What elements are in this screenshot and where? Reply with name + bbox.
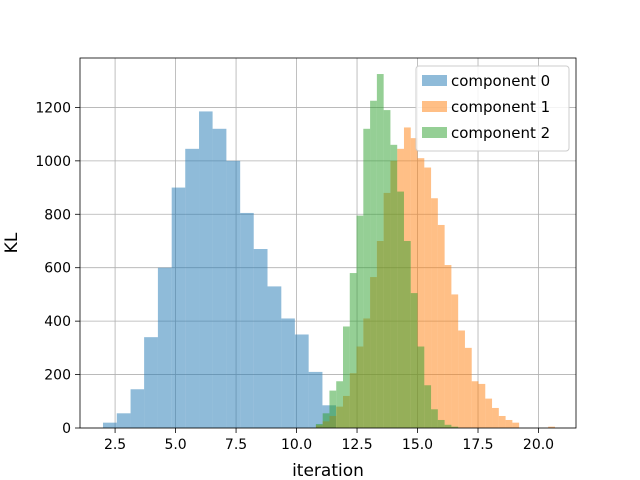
x-tick-label: 5.0: [164, 437, 186, 453]
x-tick-label: 17.5: [462, 437, 493, 453]
legend-swatch: [422, 101, 447, 112]
histogram-bar: [212, 128, 227, 428]
histogram-bar: [185, 148, 200, 428]
histogram-bar: [437, 419, 445, 428]
histogram-bar: [349, 273, 357, 428]
legend-swatch: [422, 75, 447, 86]
histogram-bar: [410, 293, 418, 428]
x-axis-title: iteration: [292, 461, 364, 480]
legend-label: component 0: [451, 72, 550, 90]
histogram-bar: [458, 330, 465, 428]
series-2-bars: [315, 74, 459, 429]
legend-label: component 2: [451, 124, 550, 142]
y-axis-title: KL: [2, 232, 22, 253]
histogram-bar: [390, 144, 398, 428]
histogram-bar: [157, 267, 172, 428]
histogram-bar: [492, 407, 499, 428]
histogram-bar: [471, 381, 479, 428]
x-tick-label: 20.0: [523, 437, 554, 453]
histogram-bar: [376, 74, 384, 429]
histogram-bar: [144, 337, 158, 428]
histogram-bar: [322, 413, 330, 428]
histogram-bar: [383, 110, 391, 428]
x-tick-label: 15.0: [402, 437, 433, 453]
histogram-bar: [431, 409, 438, 428]
histogram-bar: [403, 240, 411, 428]
histogram-bar: [363, 128, 371, 428]
histogram-bar: [548, 426, 555, 428]
histogram-bar: [424, 167, 432, 428]
histogram-bar: [343, 326, 350, 428]
y-tick-label: 1000: [35, 154, 71, 170]
histogram-bar: [512, 422, 520, 428]
histogram-bar: [336, 381, 344, 428]
histogram-bar: [498, 415, 506, 428]
histogram-bar: [102, 422, 117, 428]
histogram-bar: [171, 187, 186, 428]
axis-ticks: 2.5 5.0 7.5 10.0 12.5 15.0 17.5 20.0 0 200 400 600 8…: [35, 100, 554, 453]
y-tick-label: 400: [44, 314, 71, 330]
histogram-bar: [451, 426, 459, 428]
y-tick-label: 800: [44, 207, 71, 223]
y-tick-label: 200: [44, 368, 71, 384]
histogram-bar: [370, 100, 377, 428]
histogram-bar: [267, 286, 282, 428]
histogram-bar: [431, 198, 438, 428]
histogram-bar: [281, 318, 295, 428]
histogram-bar: [424, 385, 432, 428]
histogram-bar: [240, 212, 254, 428]
legend-label: component 1: [451, 98, 550, 116]
histogram-bars: [102, 74, 555, 429]
x-tick-label: 12.5: [341, 437, 372, 453]
y-tick-label: 600: [44, 261, 71, 277]
histogram-bar: [417, 158, 425, 428]
x-tick-label: 10.0: [281, 437, 312, 453]
legend-swatch: [422, 127, 447, 138]
x-tick-label: 7.5: [225, 437, 247, 453]
histogram-bar: [308, 371, 323, 428]
histogram-bar: [315, 423, 323, 428]
histogram-bar: [253, 249, 268, 428]
histogram-bar: [397, 191, 404, 428]
histogram-bar: [485, 398, 493, 428]
histogram-bar: [130, 389, 145, 428]
legend: component 0 component 1 component 2: [415, 65, 570, 152]
histogram-bar: [410, 138, 418, 428]
histogram-bar: [444, 265, 452, 428]
y-tick-label: 1200: [35, 100, 71, 116]
histogram-bar: [444, 424, 452, 428]
histogram-bar: [116, 413, 131, 428]
legend-frame: [415, 65, 570, 152]
histogram-bar: [464, 347, 472, 428]
histogram-bar: [505, 419, 513, 428]
plot-frame: [79, 57, 577, 429]
histogram-bar: [451, 294, 459, 428]
y-tick-label: 0: [62, 421, 71, 437]
histogram-bar: [226, 160, 241, 428]
histogram-bar: [478, 383, 486, 428]
series-0-bars: [102, 111, 336, 429]
histogram-bar: [356, 215, 364, 428]
histogram-bar: [329, 390, 337, 428]
x-tick-label: 2.5: [104, 437, 126, 453]
histogram-bar: [294, 334, 309, 428]
histogram-bar: [437, 224, 445, 428]
histogram-bar: [199, 111, 213, 429]
histogram-bar: [417, 346, 425, 428]
